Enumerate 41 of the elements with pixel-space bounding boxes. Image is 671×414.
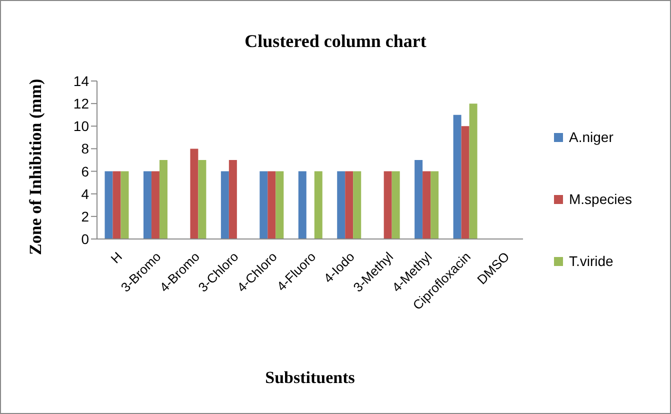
legend-label: T.viride (569, 253, 614, 269)
bar (353, 171, 362, 239)
bar (190, 148, 198, 239)
bar (220, 171, 229, 239)
bar (414, 160, 423, 239)
y-tick-label: 10 (73, 118, 90, 134)
bar (268, 171, 276, 239)
bar (422, 171, 431, 239)
y-axis-title: Zone of Inhibition (mm) (26, 78, 46, 255)
bar (228, 160, 237, 239)
bar (104, 171, 113, 239)
bar (314, 171, 322, 239)
y-tick-label: 6 (81, 163, 90, 180)
bar (337, 171, 346, 239)
bar (159, 160, 168, 239)
x-tick-label: H (108, 249, 126, 266)
bar (461, 126, 470, 239)
bar (120, 171, 129, 239)
bar (453, 114, 462, 239)
chart-title: Clustered column chart (244, 31, 428, 52)
bar (198, 160, 206, 239)
bar (384, 171, 392, 239)
y-tick-label: 8 (81, 140, 90, 157)
bar (430, 171, 439, 239)
bar (112, 171, 121, 239)
legend-label: A.niger (569, 129, 614, 145)
y-tick-label: 4 (81, 186, 90, 202)
bar (276, 171, 284, 239)
x-axis-title: Substituents (265, 368, 356, 387)
legend-label: M.species (569, 191, 632, 207)
bar (151, 171, 160, 239)
y-tick-label: 14 (73, 72, 90, 89)
y-tick-label: 12 (73, 96, 90, 112)
y-tick-label: 2 (81, 208, 90, 224)
y-tick-label: 0 (81, 230, 90, 247)
bar (143, 171, 152, 239)
bar (260, 171, 268, 239)
bar (392, 171, 400, 239)
bar (345, 171, 354, 239)
bar (469, 104, 478, 239)
bar (298, 171, 306, 239)
